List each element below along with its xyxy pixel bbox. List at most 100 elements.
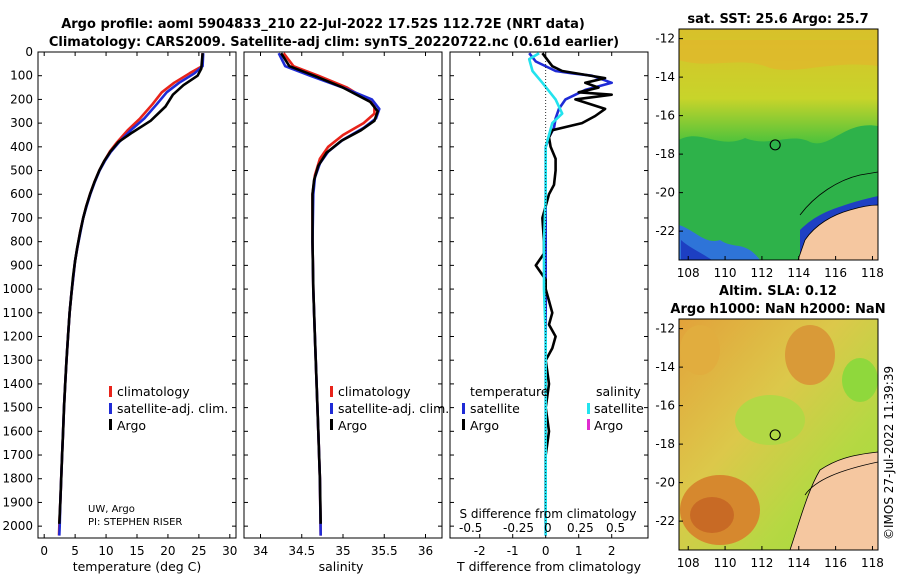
y-tick-label: 800 (10, 235, 33, 249)
sst-argo-location-marker (769, 139, 781, 151)
map-y-tick-label: -16 (655, 109, 675, 123)
map-x-tick-label: 108 (677, 556, 700, 570)
difference-xlabel: T difference from climatology (456, 559, 642, 574)
difference-axes: -2 -1 0 1 2 (450, 51, 648, 558)
y-tick-label: 200 (10, 92, 33, 106)
map-x-tick-label: 116 (824, 556, 847, 570)
sla-map-title-line-1: Altim. SLA: 0.12 (719, 284, 837, 299)
sla-map-title-line-2: Argo h1000: NaN h2000: NaN (670, 302, 885, 317)
sla-argo-location-marker (769, 429, 781, 441)
legend-t-satellite: satellite (470, 401, 520, 416)
difference-series (527, 52, 613, 536)
temperature-series (57, 53, 205, 536)
legend-climatology: climatology (117, 384, 190, 399)
y-tick-label: 400 (10, 140, 33, 154)
legend-swatch-argo (330, 419, 333, 430)
y-tick-label: 1800 (2, 472, 33, 486)
map-y-tick-label: -18 (655, 147, 675, 161)
temperature-axes: 0 5 10 15 20 25 300100200300400500600700800900… (2, 45, 237, 558)
x-tick-label: 15 (129, 544, 144, 558)
s-tick-2: -0.25 (503, 521, 534, 535)
y-tick-label: 100 (10, 69, 33, 83)
x-tick-label: 34.5 (288, 544, 315, 558)
legend-swatch-s-argo (587, 419, 590, 430)
map-y-tick-label: -18 (655, 437, 675, 451)
x-tick-label: 2 (608, 544, 616, 558)
map-y-tick-label: -20 (655, 186, 675, 200)
legend-s-argo: Argo (594, 418, 623, 433)
x-tick-label: -2 (474, 544, 486, 558)
legend-swatch-climatology (330, 386, 333, 397)
x-tick-label: 35 (335, 544, 350, 558)
legend-swatch-satellite (330, 403, 333, 414)
y-tick-label: 300 (10, 116, 33, 130)
temperature-legend: climatology satellite-adj. clim. Argo (109, 384, 228, 433)
map-y-tick-label: -16 (655, 399, 675, 413)
y-tick-label: 1400 (2, 377, 33, 391)
legend-argo: Argo (338, 418, 367, 433)
legend-satellite-adj: satellite-adj. clim. (117, 401, 228, 416)
x-tick-label: 25 (191, 544, 206, 558)
difference-legend: temperature salinity satellite Argo sate… (462, 384, 644, 433)
credit-line-2: PI: STEPHEN RISER (88, 517, 182, 528)
legend-argo: Argo (117, 418, 146, 433)
map-y-tick-label: -20 (655, 476, 675, 490)
credit-line-1: UW, Argo (88, 504, 135, 515)
salinity-xlabel: salinity (319, 559, 364, 574)
map-y-tick-label: -12 (655, 322, 675, 336)
y-tick-label: 0 (25, 45, 33, 59)
legend-temperature-title: temperature (470, 384, 549, 399)
x-tick-label: 0 (542, 544, 550, 558)
salinity-axes: 34 34.5 35 35.5 36 (244, 51, 442, 558)
legend-salinity-title: salinity (596, 384, 641, 399)
x-tick-label: 0 (40, 544, 48, 558)
series-line-climatology (57, 53, 204, 536)
map-x-tick-label: 110 (714, 556, 737, 570)
s-tick-4: 0.25 (567, 521, 594, 535)
x-tick-label: 1 (575, 544, 583, 558)
map-y-tick-label: -12 (655, 32, 675, 46)
map-y-tick-label: -22 (655, 514, 675, 528)
x-tick-label: -1 (507, 544, 519, 558)
x-tick-label: 34 (253, 544, 268, 558)
x-tick-label: 35.5 (371, 544, 398, 558)
legend-swatch-climatology (109, 386, 112, 397)
x-tick-label: 30 (222, 544, 237, 558)
legend-swatch-t-satellite (462, 403, 465, 414)
sla-map-frame (678, 318, 879, 551)
y-tick-label: 500 (10, 164, 33, 178)
series-line-argo (58, 53, 204, 524)
legend-t-argo: Argo (470, 418, 499, 433)
series-line-climatology (282, 52, 376, 536)
y-tick-label: 1900 (2, 495, 33, 509)
title-line-2: Climatology: CARS2009. Satellite-adj cli… (49, 35, 619, 50)
series-line-t-argo (534, 52, 613, 524)
s-tick-3: 0 (544, 521, 552, 535)
y-tick-label: 1300 (2, 353, 33, 367)
sst-map-image (679, 29, 878, 260)
y-tick-label: 2000 (2, 519, 33, 533)
map-x-tick-label: 112 (750, 266, 773, 280)
legend-swatch-t-argo (462, 419, 465, 430)
map-x-tick-label: 114 (787, 556, 810, 570)
y-tick-label: 1200 (2, 329, 33, 343)
y-tick-label: 700 (10, 211, 33, 225)
s-tick-1: -0.5 (459, 521, 482, 535)
salinity-legend: climatology satellite-adj. clim. Argo (330, 384, 449, 433)
y-tick-label: 1100 (2, 306, 33, 320)
x-tick-label: 36 (418, 544, 433, 558)
salinity-plot-frame (243, 51, 443, 539)
salinity-series (277, 52, 381, 536)
map-x-tick-label: 118 (861, 556, 884, 570)
sla-map-image (679, 319, 878, 550)
legend-satellite-adj: satellite-adj. clim. (338, 401, 449, 416)
y-tick-label: 1500 (2, 401, 33, 415)
series-line-s-satellite (527, 52, 564, 536)
y-tick-label: 600 (10, 187, 33, 201)
legend-swatch-s-satellite (587, 403, 590, 414)
sst-map-title: sat. SST: 25.6 Argo: 25.7 (687, 12, 868, 27)
difference-plot-frame (449, 51, 649, 539)
map-x-tick-label: 108 (677, 266, 700, 280)
y-tick-label: 900 (10, 258, 33, 272)
